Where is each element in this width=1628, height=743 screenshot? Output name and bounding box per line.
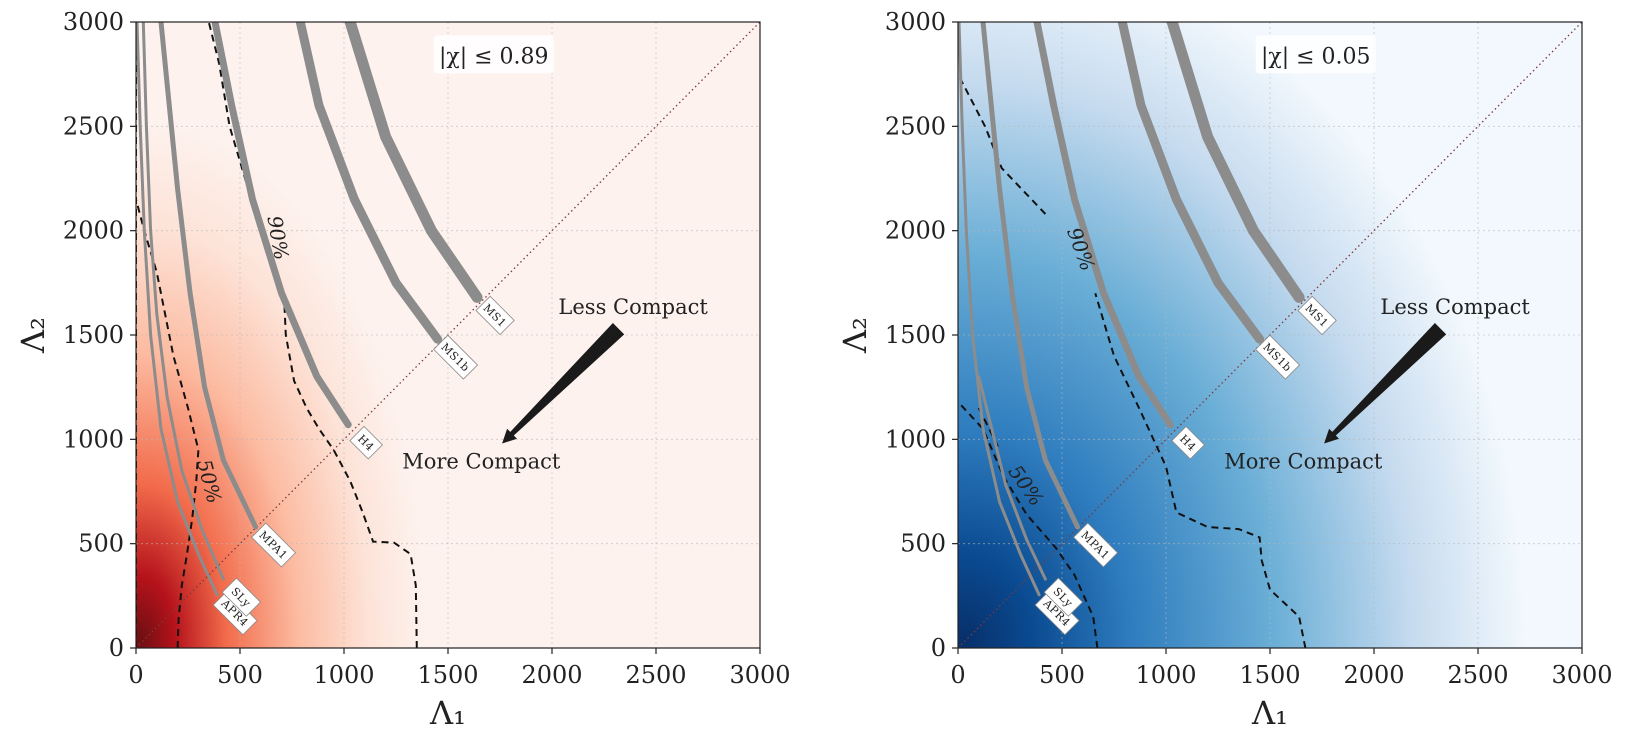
- x-tick-label: 500: [1039, 661, 1085, 689]
- x-tick-label: 1500: [1239, 661, 1300, 689]
- more-compact-label: More Compact: [1224, 450, 1383, 474]
- y-tick-label: 2500: [63, 112, 124, 140]
- right-panel: 0 500 1000 1500 2000 2500 3000 0 500 1000 1500 2000…: [836, 8, 1613, 732]
- eos-tag-box: [1255, 334, 1301, 380]
- y-axis-label: Λ₂: [836, 317, 874, 354]
- eos-tag-box: [1043, 577, 1084, 617]
- x-tick-label: 1500: [417, 661, 478, 689]
- x-tick-label: 0: [950, 661, 965, 689]
- x-tick-label: 2000: [1343, 661, 1404, 689]
- y-tick-label: 3000: [885, 8, 946, 36]
- more-compact-label: More Compact: [402, 450, 561, 474]
- x-axis-label: Λ₁: [1251, 694, 1288, 732]
- eos-curve-mpa1: [158, 22, 259, 530]
- contour-90-line: [282, 289, 418, 648]
- y-tick-label: 1000: [63, 425, 124, 453]
- contour-90-upper-line: [207, 22, 251, 194]
- y-tick-label: 2000: [885, 217, 946, 245]
- y-tick-label: 2500: [885, 112, 946, 140]
- eos-tag-box: [251, 522, 297, 568]
- contour-50-line: [136, 199, 200, 648]
- y-tick-label: 1500: [63, 321, 124, 349]
- eos-tag-box: [1171, 425, 1205, 460]
- x-axis-label: Λ₁: [429, 694, 466, 732]
- x-tick-label: 1000: [1135, 661, 1196, 689]
- eos-tag-h4: H4: [349, 425, 383, 460]
- y-tick-label: 1000: [885, 425, 946, 453]
- eos-curve-h4: [1033, 22, 1174, 429]
- eos-curve-sly: [977, 375, 1047, 581]
- eos-curve-ms1: [344, 22, 483, 303]
- spin-prior-box: [433, 35, 554, 74]
- eos-curve-apr4: [958, 22, 1041, 597]
- x-tick-label: 2000: [521, 661, 582, 689]
- compactness-arrow: [1324, 323, 1447, 444]
- x-tick-label: 500: [217, 661, 263, 689]
- x-tick-label: 3000: [1551, 661, 1612, 689]
- eos-tag-h4: H4: [1171, 425, 1205, 460]
- eos-curve-h4: [211, 22, 352, 429]
- y-tick-label: 500: [78, 530, 124, 558]
- x-tick-label: 2500: [1447, 661, 1508, 689]
- eos-tag-box: [433, 334, 479, 380]
- eos-curve-mpa1: [980, 22, 1081, 530]
- y-axis-label: Λ₂: [14, 317, 52, 354]
- less-compact-label: Less Compact: [558, 295, 708, 319]
- spin-prior-box: [1255, 35, 1376, 74]
- contour-90-line: [1094, 293, 1307, 648]
- y-tick-label: 2000: [63, 217, 124, 245]
- eos-curve-sly: [141, 22, 225, 581]
- eos-tag-box: [1073, 522, 1119, 568]
- compactness-arrow: [502, 323, 625, 444]
- spin-prior-label: |χ| ≤ 0.05: [1261, 44, 1371, 69]
- eos-tag-box: [221, 577, 262, 617]
- x-tick-label: 2500: [625, 661, 686, 689]
- y-tick-label: 1500: [885, 321, 946, 349]
- less-compact-label: Less Compact: [1380, 295, 1530, 319]
- contour-50-line: [958, 401, 1099, 648]
- x-tick-label: 1000: [313, 661, 374, 689]
- x-tick-label: 3000: [729, 661, 790, 689]
- left-panel: 0 500 1000 1500 2000 2500 3000 0 500 1000 1500 2000…: [14, 8, 791, 732]
- eos-tag-box: [349, 425, 383, 460]
- eos-tag-box: [1297, 295, 1337, 336]
- y-tick-label: 500: [900, 530, 946, 558]
- eos-curve-ms1b: [1117, 22, 1265, 344]
- y-tick-label: 0: [931, 634, 946, 662]
- eos-curve-ms1: [1166, 22, 1305, 303]
- spin-prior-label: |χ| ≤ 0.89: [439, 44, 549, 69]
- y-tick-label: 3000: [63, 8, 124, 36]
- y-tick-label: 0: [109, 634, 124, 662]
- eos-tag-box: [475, 295, 515, 336]
- x-tick-label: 0: [128, 661, 143, 689]
- eos-curve-apr4: [136, 22, 219, 597]
- eos-curve-ms1b: [295, 22, 443, 344]
